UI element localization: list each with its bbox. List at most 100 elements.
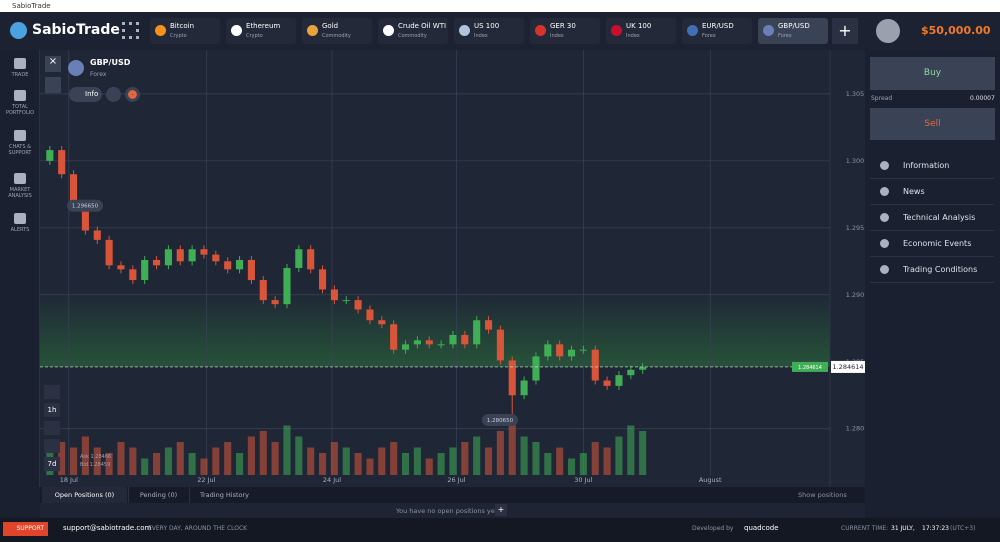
menu-icon (880, 239, 889, 248)
add-tab[interactable]: + (832, 18, 858, 44)
buy-button[interactable]: Buy (870, 57, 995, 90)
timeframe[interactable]: 1h (44, 403, 60, 417)
sidebar-label[interactable]: TRADE (11, 72, 29, 78)
sidebar-icon[interactable] (14, 213, 26, 224)
instrument-tab[interactable]: Ethereum Crypto (226, 18, 296, 44)
candle-body (508, 360, 516, 396)
avatar[interactable] (876, 19, 900, 43)
volume-bar (484, 447, 493, 475)
sidebar-icon[interactable] (14, 173, 26, 184)
candle-body (615, 375, 623, 386)
volume-bar (93, 447, 101, 475)
instrument-tab[interactable]: EUR/USD Forex (682, 18, 752, 44)
volume-bar (461, 442, 469, 475)
bottom-tab[interactable]: Trading History (189, 487, 259, 503)
instrument-tab[interactable]: GBP/USD Forex (758, 18, 828, 44)
period[interactable]: 7d (44, 457, 60, 471)
sell-button[interactable]: Sell (870, 108, 995, 140)
show-positions[interactable]: Show positions (798, 491, 847, 499)
volume-bar (117, 442, 125, 475)
alert-button[interactable] (106, 87, 121, 102)
instrument-tab[interactable]: Gold Commodity (302, 18, 372, 44)
instrument-tab[interactable]: Bitcoin Crypto (150, 18, 220, 44)
tab-type: Crypto (170, 33, 187, 39)
bottom-tab[interactable]: Open Positions (0) (42, 487, 127, 503)
favorite-button[interactable] (125, 87, 140, 102)
sidebar (0, 50, 40, 487)
tab-type: Commodity (322, 33, 351, 39)
volume-bar (141, 458, 149, 475)
candle-body (544, 344, 552, 357)
indicator[interactable] (44, 439, 60, 453)
spread-label: Spread (871, 95, 893, 102)
menu-label[interactable]: Technical Analysis (903, 213, 976, 222)
candle-body (224, 261, 232, 270)
add-position[interactable]: + (495, 504, 507, 516)
sidebar-icon[interactable] (14, 130, 26, 141)
support-button[interactable]: SUPPORT (3, 522, 48, 536)
instrument-tab[interactable]: Crude Oil WTI Commodity (378, 18, 448, 44)
empty-message: You have no open positions yet (396, 507, 498, 515)
x-tick-label: 24 Jul (323, 476, 341, 484)
support-hours: EVERY DAY, AROUND THE CLOCK (148, 525, 248, 532)
menu-item[interactable]: Information (870, 153, 994, 179)
candle-body (283, 267, 291, 305)
tab-type: Index (474, 33, 488, 39)
menu-item[interactable]: News (870, 179, 994, 205)
grid-button[interactable] (122, 22, 139, 39)
instrument-name: GBP/USD (90, 58, 131, 67)
candle-body (141, 259, 149, 281)
sidebar-icon[interactable] (14, 90, 26, 101)
candle-body (425, 340, 433, 345)
tab-name: Ethereum (246, 22, 281, 30)
date: 31 JULY, (891, 525, 915, 532)
candle-body (152, 259, 161, 266)
current-price-label: 1.284614 (832, 363, 863, 371)
volume-bar (259, 431, 267, 475)
balance[interactable]: $50,000.00 (921, 24, 991, 37)
instrument-tab[interactable]: UK 100 Index (606, 18, 676, 44)
volume-bar (283, 425, 291, 475)
menu-icon (880, 213, 889, 222)
sidebar-label[interactable]: CHATS & SUPPORT (8, 144, 32, 156)
volume-bar (212, 447, 220, 475)
volume-bar (200, 458, 208, 475)
support-email[interactable]: support@sabiotrade.com (63, 524, 152, 532)
sidebar-label[interactable]: MARKET ANALYSIS (8, 187, 32, 199)
instrument-tab[interactable]: US 100 Index (454, 18, 524, 44)
volume-bar (152, 453, 161, 475)
menu-item[interactable]: Trading Conditions (870, 257, 994, 283)
volume-bar (342, 447, 350, 475)
brand: SabioTrade (32, 22, 120, 38)
volume-bar (318, 453, 327, 475)
volume-bar (591, 442, 599, 475)
info-button[interactable]: Info (69, 87, 102, 102)
menu-item[interactable]: Technical Analysis (870, 205, 994, 231)
sidebar-label[interactable]: ALERTS (10, 227, 30, 233)
candle-body (176, 249, 184, 262)
tab-name: US 100 (474, 22, 500, 30)
volume-bar (224, 442, 232, 475)
quote: Ask 1.28466 (80, 454, 112, 460)
menu-item[interactable]: Economic Events (870, 231, 994, 257)
candle-body (473, 320, 481, 345)
candle-body (129, 269, 137, 281)
menu-label[interactable]: Information (903, 161, 950, 170)
candle-body (46, 150, 54, 161)
volume-bar (81, 436, 89, 475)
menu-label[interactable]: Trading Conditions (903, 265, 978, 274)
expand[interactable] (45, 77, 61, 93)
draw-tool[interactable] (44, 421, 60, 435)
bottom-tab[interactable]: Pending (0) (128, 487, 188, 503)
sidebar-icon[interactable] (14, 58, 26, 69)
volume-bar (378, 447, 386, 475)
menu-label[interactable]: Economic Events (903, 239, 972, 248)
close-chart[interactable]: × (45, 56, 61, 72)
sidebar-label[interactable]: TOTAL PORTFOLIO (5, 104, 35, 116)
candle-body (307, 249, 315, 270)
menu-label[interactable]: News (903, 187, 925, 196)
volume-bar (247, 436, 255, 475)
tab-icon (155, 25, 166, 36)
chart-type[interactable] (44, 385, 60, 399)
instrument-tab[interactable]: GER 30 Index (530, 18, 600, 44)
